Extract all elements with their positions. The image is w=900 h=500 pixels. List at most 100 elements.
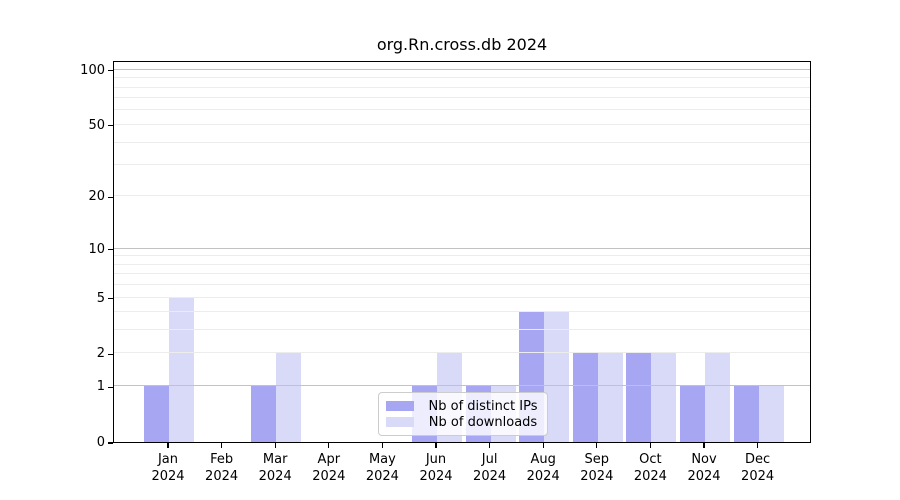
x-tick-month: Mar (262, 452, 288, 467)
gridline (114, 329, 810, 331)
x-tick-label: Jun 2024 (419, 451, 452, 485)
bar-downloads (544, 312, 570, 442)
x-tick-month: Apr (317, 452, 341, 467)
gridline (114, 164, 810, 165)
bar-downloads (705, 353, 730, 442)
gridline (114, 86, 810, 88)
x-tick-label: Sep 2024 (580, 451, 613, 485)
x-tick-month: Feb (210, 452, 234, 467)
x-axis-tick (221, 443, 223, 448)
bar-downloads (651, 353, 677, 442)
gridline (114, 263, 810, 265)
y-axis-tick (108, 442, 113, 444)
x-tick-label: Oct 2024 (634, 451, 667, 485)
x-tick-year: 2024 (205, 469, 239, 485)
gridline (114, 273, 810, 275)
x-tick-label: Jul 2024 (473, 451, 506, 485)
gridline (114, 247, 810, 249)
bar-distinct-ips (680, 386, 705, 442)
x-tick-month: Jun (425, 452, 447, 467)
gridline (114, 255, 810, 257)
gridline (114, 311, 810, 313)
x-axis-tick (167, 443, 169, 448)
x-tick-year: 2024 (687, 469, 721, 485)
y-tick-label: 5 (96, 290, 105, 306)
y-axis-tick (108, 125, 113, 127)
x-tick-label: Nov 2024 (687, 451, 720, 485)
x-axis-tick (649, 443, 651, 448)
gridline (114, 284, 810, 286)
x-tick-label: Mar 2024 (259, 451, 292, 485)
y-tick-label: 0 (96, 435, 105, 451)
bar-distinct-ips (251, 386, 277, 442)
x-tick-year: 2024 (365, 469, 399, 485)
legend-label: Nb of downloads (428, 414, 538, 430)
y-tick-label: 100 (80, 62, 105, 78)
gridline (114, 77, 810, 79)
y-axis-tick (108, 196, 113, 198)
gridline (114, 195, 810, 197)
bar-distinct-ips (144, 386, 169, 442)
x-tick-year: 2024 (151, 469, 185, 485)
y-tick-label: 1 (96, 379, 105, 395)
x-tick-month: Jul (481, 452, 498, 467)
x-tick-year: 2024 (473, 469, 507, 485)
y-axis-tick (108, 249, 113, 251)
bar-downloads (758, 386, 784, 442)
bar-downloads (276, 353, 302, 442)
x-tick-label: Aug 2024 (527, 451, 560, 485)
x-tick-label: Jan 2024 (151, 451, 184, 485)
gridline (114, 109, 810, 111)
x-tick-year: 2024 (419, 469, 453, 485)
legend-label: Nb of distinct IPs (428, 398, 538, 414)
x-tick-year: 2024 (258, 469, 292, 485)
x-axis-tick (703, 443, 705, 448)
legend-entry: Nb of downloads (386, 414, 540, 430)
x-axis-tick (435, 443, 437, 448)
gridline (114, 141, 810, 143)
y-tick-label: 20 (88, 189, 105, 205)
x-tick-year: 2024 (580, 469, 614, 485)
y-tick-label: 50 (88, 118, 105, 134)
x-tick-year: 2024 (526, 469, 560, 485)
x-tick-month: Sep (584, 452, 610, 467)
x-axis-tick (542, 443, 544, 448)
plot-area (113, 61, 811, 443)
gridline (114, 97, 810, 99)
gridline (114, 68, 810, 70)
x-tick-month: Aug (530, 452, 556, 467)
x-tick-label: Feb 2024 (205, 451, 238, 485)
y-axis-tick (108, 386, 113, 388)
y-axis-tick (108, 70, 113, 72)
x-tick-month: Oct (639, 452, 662, 467)
x-tick-month: Dec (745, 452, 771, 467)
y-tick-label: 10 (88, 241, 105, 257)
legend: Nb of distinct IPs Nb of downloads (378, 392, 548, 436)
gridline (114, 385, 810, 387)
x-axis-tick (274, 443, 276, 448)
x-tick-year: 2024 (741, 469, 775, 485)
x-tick-month: Jan (157, 452, 179, 467)
x-axis-tick (489, 443, 491, 448)
gridline (114, 296, 810, 298)
y-axis-tick (108, 353, 113, 355)
y-tick-label: 2 (96, 346, 105, 362)
bar-distinct-ips (572, 353, 598, 442)
x-tick-month: Nov (691, 452, 717, 467)
gridline (114, 352, 810, 354)
x-axis-tick (596, 443, 598, 448)
gridline (114, 123, 810, 125)
legend-swatch-distinct-ips (386, 401, 414, 411)
bar-distinct-ips (733, 386, 759, 442)
x-axis-tick (757, 443, 759, 448)
bar-downloads (597, 353, 623, 442)
chart-title: org.Rn.cross.db 2024 (376, 35, 548, 54)
x-axis-tick (328, 443, 330, 448)
x-axis-tick (381, 443, 383, 448)
x-tick-label: Apr 2024 (312, 451, 345, 485)
x-tick-year: 2024 (633, 469, 667, 485)
x-tick-year: 2024 (312, 469, 346, 485)
legend-swatch-downloads (386, 417, 414, 427)
x-tick-label: May 2024 (366, 451, 399, 485)
